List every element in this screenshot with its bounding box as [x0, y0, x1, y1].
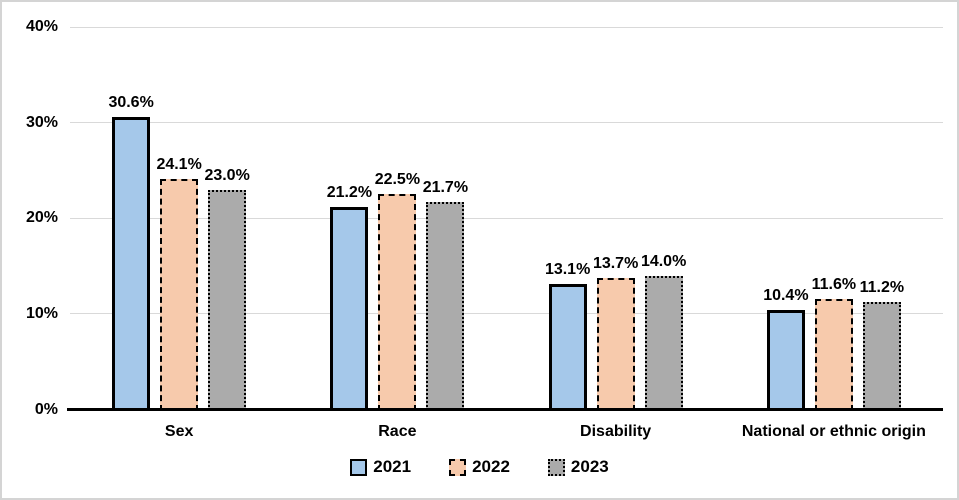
- bar-2021-1: [330, 206, 369, 411]
- y-axis-tick-label: 0%: [34, 400, 58, 418]
- category-label: Race: [378, 423, 417, 440]
- bar-2022-0: [160, 179, 199, 411]
- y-axis-tick-label: 20%: [25, 209, 58, 227]
- value-label: 21.2%: [326, 183, 373, 201]
- value-label: 21.7%: [422, 178, 469, 196]
- legend-swatch-2023: [547, 458, 565, 476]
- value-label: 14.0%: [640, 252, 687, 270]
- value-label: 24.1%: [156, 156, 202, 174]
- value-label: 13.1%: [544, 261, 591, 279]
- gridline: [70, 122, 943, 124]
- legend-item-2023: 2023: [547, 457, 609, 477]
- bar-2022-1: [378, 194, 417, 411]
- bar-2021-3: [766, 310, 805, 411]
- value-label: 10.4%: [763, 287, 809, 305]
- bar-2021-2: [548, 284, 587, 411]
- bar-2023-0: [208, 189, 247, 411]
- gridline: [70, 217, 943, 219]
- category-label: National or ethnic origin: [741, 423, 926, 440]
- value-label: 11.6%: [811, 275, 857, 293]
- value-label: 30.6%: [108, 93, 154, 111]
- bar-2023-2: [644, 275, 683, 411]
- chart-legend: 2021 2022 2023: [2, 457, 957, 477]
- gridline: [70, 313, 943, 315]
- category-label: Disability: [580, 423, 652, 440]
- category-label: Sex: [164, 423, 194, 440]
- legend-item-2022: 2022: [449, 457, 510, 477]
- gridline: [70, 26, 943, 28]
- bar-2023-1: [426, 201, 465, 411]
- bar-2021-0: [112, 116, 151, 411]
- y-axis-tick-label: 10%: [25, 304, 58, 322]
- legend-swatch-2021: [350, 458, 368, 476]
- bar-2022-2: [596, 278, 635, 411]
- legend-label: 2021: [373, 457, 412, 476]
- value-label: 22.5%: [374, 171, 421, 189]
- legend-item-2021: 2021: [350, 457, 411, 477]
- value-label: 13.7%: [592, 255, 639, 273]
- value-label: 23.0%: [204, 166, 250, 184]
- y-axis-tick-label: 30%: [25, 113, 58, 131]
- legend-label: 2022: [472, 457, 510, 476]
- bar-2023-3: [862, 302, 901, 411]
- legend-label: 2023: [570, 457, 609, 476]
- x-axis-line: [67, 408, 943, 411]
- bar-2022-3: [814, 298, 853, 411]
- value-label: 11.2%: [859, 279, 905, 297]
- legend-swatch-2022: [449, 458, 467, 476]
- y-axis-tick-label: 40%: [25, 18, 58, 35]
